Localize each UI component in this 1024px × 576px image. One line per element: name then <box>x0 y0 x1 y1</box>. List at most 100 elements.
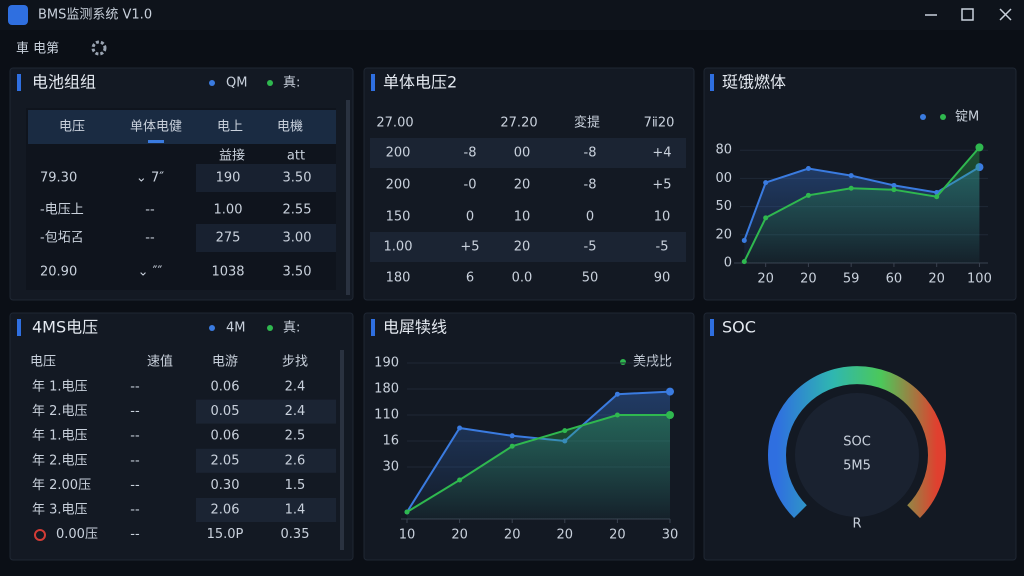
cell: -- <box>145 203 155 218</box>
cell: 20 <box>514 178 531 193</box>
cell: 190 <box>216 171 241 186</box>
toolbar-menu[interactable]: 車 电第 <box>16 42 59 57</box>
cell: 2.05 <box>211 453 240 468</box>
legend-label: 锭M <box>955 110 979 125</box>
cell: 200 <box>386 146 411 161</box>
data-point <box>509 433 515 439</box>
cell: 180 <box>386 271 411 286</box>
accent <box>17 319 21 336</box>
panel-title: 单体电压2 <box>383 73 457 92</box>
cell: 1038 <box>211 265 244 280</box>
cell: -- <box>130 478 140 493</box>
legend-dot <box>620 359 626 365</box>
cell: -- <box>130 527 140 542</box>
settings-icon[interactable] <box>91 40 107 56</box>
row-band <box>196 399 336 424</box>
app-icon <box>8 5 28 25</box>
cell: 0.00压 <box>56 527 98 542</box>
cell: 年 2.电压 <box>32 453 88 468</box>
panel-title: 电池组组 <box>32 73 96 92</box>
panel-title: SOC <box>722 318 756 337</box>
y-tick-label: 16 <box>382 434 399 449</box>
scrollbar <box>340 350 344 550</box>
cell: -5 <box>656 240 669 255</box>
data-point <box>934 194 940 200</box>
data-point <box>805 166 811 172</box>
table-header-band <box>28 110 336 144</box>
panel-title: 电犀犊线 <box>383 318 447 337</box>
cell: 0.30 <box>211 478 240 493</box>
cell: 2.5 <box>285 429 306 444</box>
data-point <box>741 237 747 243</box>
y-tick-label: 30 <box>382 460 399 475</box>
data-point <box>891 182 897 188</box>
cell: 0 <box>586 210 594 225</box>
data-point <box>975 143 984 152</box>
cell: 1.4 <box>285 503 306 518</box>
cell: 0.0 <box>512 271 533 286</box>
cell: -- <box>130 404 140 419</box>
x-tick-label: 59 <box>843 272 860 287</box>
close-button[interactable] <box>999 8 1012 21</box>
x-tick-label: 100 <box>967 272 992 287</box>
table-header: 步找 <box>282 355 308 370</box>
row-band <box>370 232 686 262</box>
y-tick-label: 0 <box>724 256 732 271</box>
row-band <box>196 224 336 252</box>
cell: 年 2.00压 <box>32 478 91 493</box>
cell: +4 <box>652 146 671 161</box>
soc-gauge <box>768 366 946 518</box>
row-band <box>370 138 686 168</box>
x-tick-label: 20 <box>757 272 774 287</box>
cell: 3.50 <box>283 265 312 280</box>
cell: 1.00 <box>214 203 243 218</box>
cell: -5 <box>584 240 597 255</box>
panel-title: 4MS电压 <box>32 318 98 337</box>
table-header: 电機 <box>277 120 303 135</box>
panel-title: 珽饿燃体 <box>722 73 786 92</box>
data-point <box>457 477 463 483</box>
cell: 年 1.电压 <box>32 429 88 444</box>
legend-label: 真: <box>283 76 300 91</box>
cell: 90 <box>654 271 671 286</box>
cell: 年 1.电压 <box>32 380 88 395</box>
cell: 20.90 <box>40 265 77 280</box>
cell: 50 <box>582 271 599 286</box>
table-header: 电游 <box>212 355 238 370</box>
y-tick-label: 20 <box>715 227 732 242</box>
data-point <box>763 180 769 186</box>
table-header: 変提 <box>574 115 600 131</box>
data-point <box>614 391 620 397</box>
cell: -- <box>145 231 155 246</box>
data-point <box>509 443 515 449</box>
data-point <box>741 259 747 265</box>
maximize-button[interactable] <box>961 8 974 21</box>
data-point <box>666 411 674 419</box>
cell: 00 <box>514 146 531 161</box>
legend-dot <box>940 114 946 120</box>
table-subheader: 益接 <box>219 148 245 164</box>
x-tick-label: 20 <box>451 528 468 543</box>
table-header: 速值 <box>147 354 173 370</box>
cell: -0 <box>464 178 477 193</box>
table-header: 27.00 <box>376 116 413 131</box>
row-band <box>196 498 336 522</box>
soc-gauge-center <box>795 393 919 517</box>
data-point <box>763 215 769 221</box>
accent <box>710 74 714 91</box>
y-tick-label: 00 <box>715 171 732 186</box>
soc-label: SOC <box>843 435 871 450</box>
accent <box>371 319 375 336</box>
cell: 275 <box>216 231 241 246</box>
legend-dot <box>267 325 273 331</box>
cell: 0.06 <box>211 380 240 395</box>
table-header: 7ⅱ20 <box>644 116 675 131</box>
legend-dot <box>920 114 926 120</box>
series-area <box>407 415 670 519</box>
legend-dot <box>209 325 215 331</box>
cell: 2.06 <box>211 503 240 518</box>
row-band <box>196 448 336 473</box>
cell: 10 <box>514 210 531 225</box>
table-header: 电压 <box>30 355 56 370</box>
